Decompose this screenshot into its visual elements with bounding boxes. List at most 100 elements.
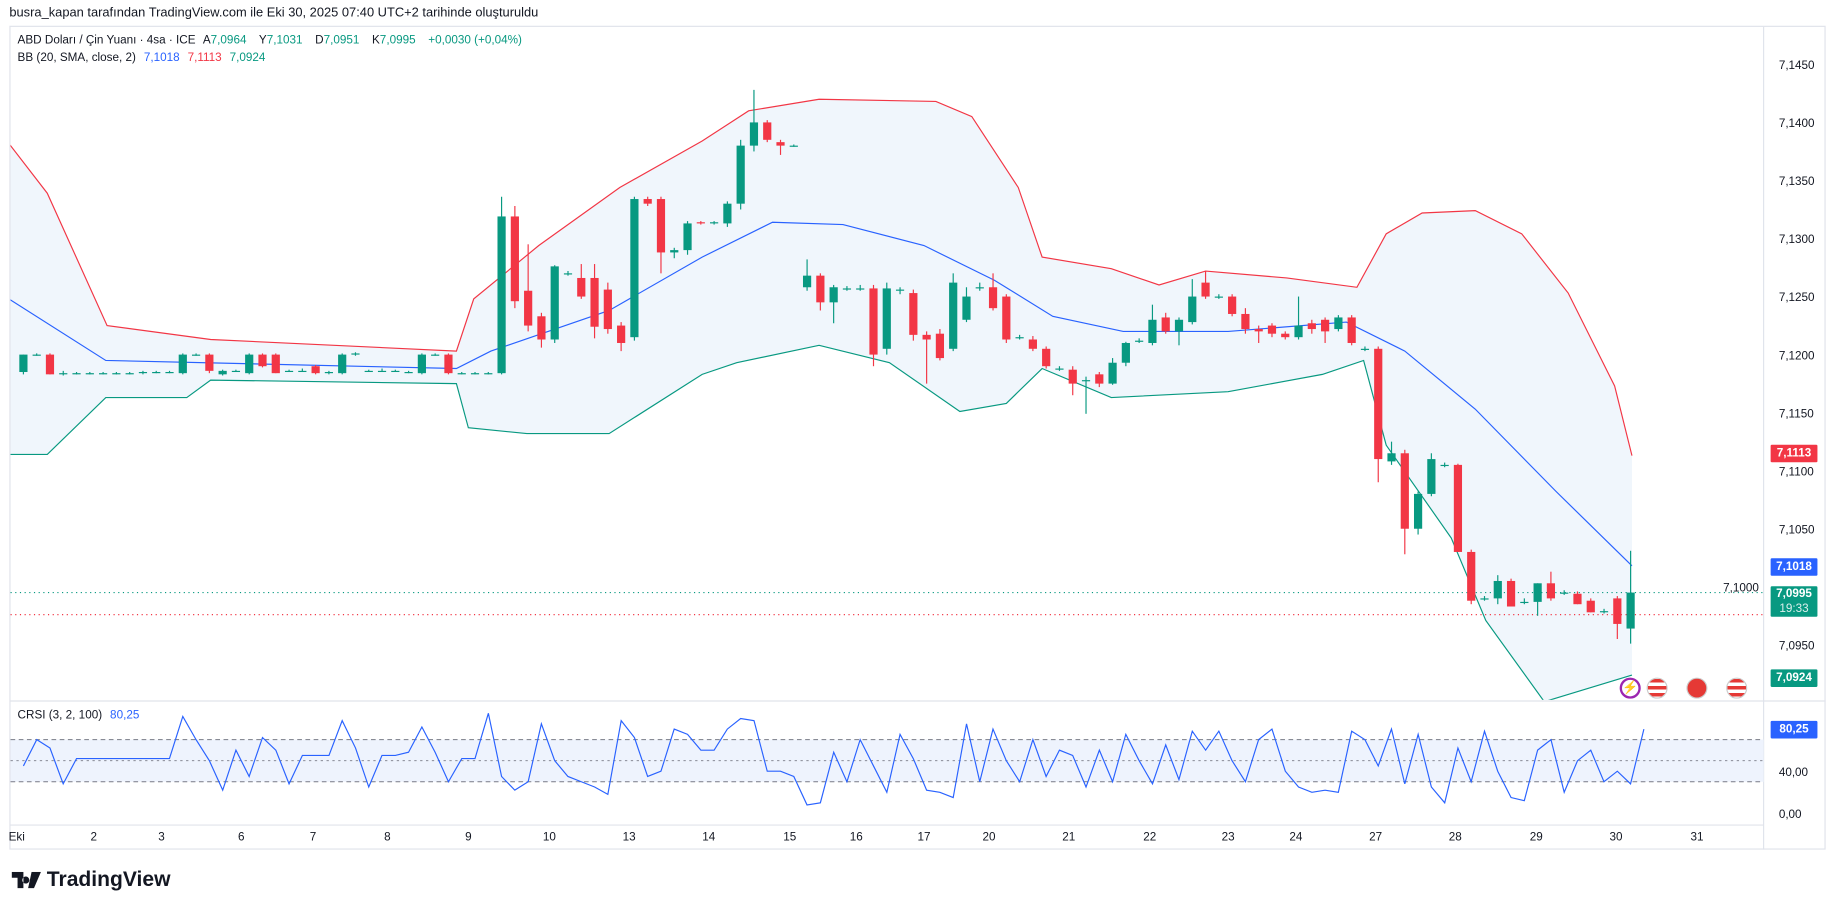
candle [470, 372, 480, 375]
candle [1188, 279, 1197, 325]
candle-body [1440, 464, 1449, 467]
time-axis-label[interactable]: 24 [1289, 830, 1302, 843]
candle [1294, 296, 1303, 340]
candle [1307, 319, 1316, 334]
candle [802, 259, 812, 291]
lightning-icon[interactable]: ⚡ [1619, 677, 1641, 699]
crsi-name[interactable]: CRSI (3, 2, 100) [17, 709, 103, 723]
candle [258, 353, 267, 368]
candle-body [1294, 325, 1303, 338]
candle-body [895, 289, 905, 291]
candle [1586, 598, 1595, 613]
candle [670, 247, 679, 259]
candle-body [643, 199, 652, 204]
candle [842, 286, 852, 291]
time-axis-label[interactable]: 3 [158, 830, 165, 843]
time-axis-label[interactable]: 6 [238, 830, 245, 843]
candle [577, 264, 586, 299]
candle-body [670, 250, 679, 253]
candle-body [829, 287, 838, 303]
symbol-legend[interactable]: ABD Doları / Çin Yuanı · 4sa · ICE A7,09… [18, 34, 527, 47]
bb-legend[interactable]: BB (20, SMA, close, 2) 7,1018 7,1113 7,0… [18, 51, 271, 64]
candle-body [710, 222, 719, 224]
candle-body [1148, 319, 1157, 343]
candle [1028, 336, 1037, 352]
candle [1493, 575, 1502, 605]
candle-body [32, 354, 41, 356]
time-axis-label[interactable]: 21 [1062, 830, 1075, 843]
time-axis-label[interactable]: 30 [1609, 830, 1622, 843]
time-axis-label[interactable]: 16 [850, 830, 863, 843]
bb-upper-value: 7,1113 [187, 51, 222, 65]
bb-name[interactable]: BB (20, SMA, close, 2) [17, 51, 136, 65]
time-axis-label[interactable]: 31 [1691, 830, 1704, 843]
candle [191, 353, 201, 356]
last-price: 7,0995 [1776, 587, 1812, 601]
candle [444, 353, 453, 375]
candle-body [1188, 296, 1197, 323]
bb-lower-value: 7,0924 [229, 51, 266, 65]
candle-body [1055, 368, 1064, 370]
candle-body [962, 296, 971, 320]
candle-body [138, 372, 148, 374]
candle [351, 352, 360, 356]
candle-body [776, 142, 785, 146]
candle-body [683, 223, 692, 251]
candle-body [377, 370, 387, 373]
crsi-legend[interactable]: CRSI (3, 2, 100) 80,25 [18, 709, 144, 722]
symbol-name[interactable]: ABD Doları / Çin Yuanı · 4sa · ICE [17, 33, 196, 47]
time-axis-label[interactable]: 8 [384, 830, 391, 843]
time-axis-label[interactable]: 20 [983, 830, 997, 843]
open-label: A [202, 33, 211, 47]
candle [1546, 571, 1556, 601]
candle-body [258, 354, 267, 367]
bar-countdown: 19:33 [1779, 602, 1809, 616]
candle-body [1161, 317, 1170, 332]
candle [298, 368, 307, 373]
candle [165, 370, 174, 374]
candle-body [85, 373, 94, 375]
candle [736, 139, 745, 210]
time-axis-label[interactable]: 9 [465, 830, 472, 843]
time-axis-label[interactable]: 2 [91, 830, 98, 843]
china-flag-icon[interactable] [1686, 677, 1708, 699]
candle [1334, 315, 1343, 332]
candle [710, 221, 719, 225]
candle-body [1334, 317, 1343, 330]
us-flag-icon[interactable] [1726, 677, 1748, 699]
candle [1095, 372, 1104, 388]
time-axis-label[interactable]: Eki [9, 830, 25, 843]
candle [909, 289, 918, 341]
time-axis-label[interactable]: 29 [1530, 830, 1543, 843]
candle-body [590, 277, 599, 327]
attribution-text: busra_kapan tarafından TradingView.com i… [9, 5, 539, 20]
time-axis-label[interactable]: 27 [1369, 830, 1382, 843]
candle-body [1095, 374, 1104, 384]
candle-body [696, 222, 705, 224]
time-axis-label[interactable]: 14 [702, 830, 716, 843]
time-axis-label[interactable]: 10 [543, 830, 557, 843]
candle [1055, 366, 1064, 371]
candle [816, 273, 825, 311]
time-axis-label[interactable]: 23 [1222, 830, 1235, 843]
time-axis-label[interactable]: 28 [1449, 830, 1462, 843]
candle [1068, 366, 1077, 396]
us-flag-icon[interactable] [1646, 677, 1668, 699]
candle [138, 370, 148, 375]
candle [1480, 596, 1489, 601]
time-axis-label[interactable]: 17 [917, 830, 930, 843]
candle [510, 205, 519, 309]
time-axis-label[interactable]: 7 [310, 830, 317, 843]
candle [1440, 462, 1449, 468]
tradingview-logo[interactable]: TradingView [11, 867, 171, 892]
time-axis-label[interactable]: 13 [623, 830, 636, 843]
candle [125, 372, 134, 375]
chart-frame [9, 25, 1826, 850]
candle [1533, 583, 1542, 616]
candle-body [231, 370, 241, 373]
candle-body [431, 354, 440, 356]
price-axis-label: 7,1300 [1779, 233, 1815, 246]
time-axis-label[interactable]: 22 [1143, 830, 1156, 843]
time-axis-label[interactable]: 15 [783, 830, 797, 843]
